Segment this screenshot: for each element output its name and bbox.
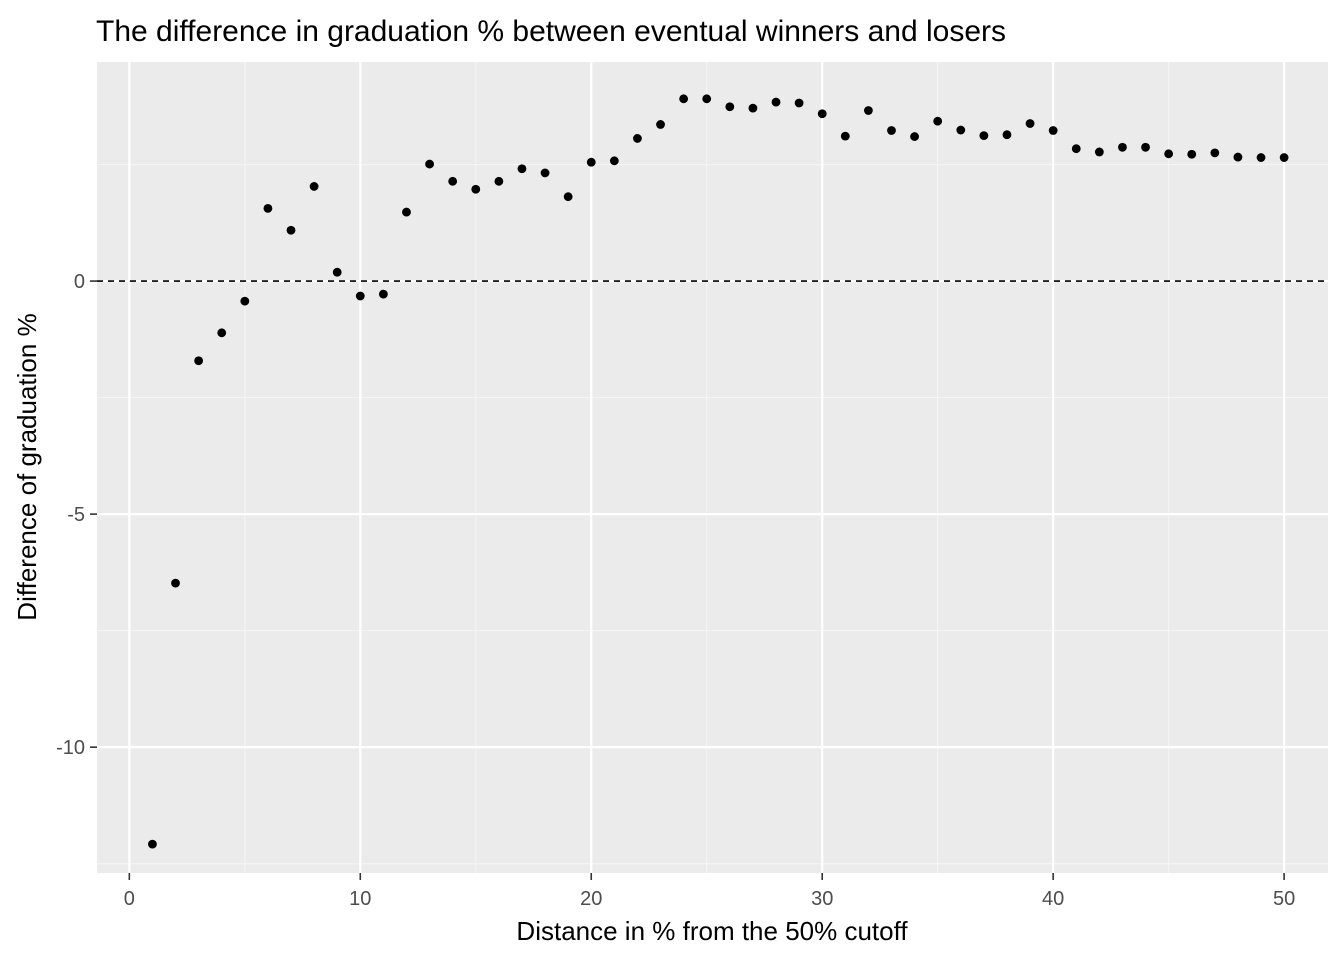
x-tick-label: 0	[124, 888, 135, 910]
data-point	[887, 126, 896, 135]
data-point	[956, 125, 966, 135]
data-point	[517, 164, 527, 174]
x-axis-title: Distance in % from the 50% cutoff	[516, 916, 908, 946]
x-tick-label: 10	[349, 888, 371, 910]
x-axis-ticks: 0 10 20 30 40 50	[124, 873, 1295, 910]
y-axis-ticks: -10 -5 0	[56, 271, 97, 759]
data-point	[448, 176, 458, 186]
data-point	[494, 176, 504, 186]
minor-gridlines	[97, 62, 1328, 873]
data-points	[148, 94, 1289, 849]
y-tick-label: -5	[67, 504, 85, 526]
data-point	[910, 132, 919, 141]
x-tick-label: 40	[1042, 888, 1064, 910]
data-point	[979, 131, 989, 141]
data-point	[332, 267, 342, 277]
y-tick-label: -10	[56, 737, 85, 759]
data-point	[1164, 149, 1174, 159]
data-point	[217, 328, 227, 338]
data-point	[309, 182, 319, 191]
x-tick-label: 50	[1273, 888, 1295, 910]
data-point	[540, 168, 550, 178]
data-point	[1071, 144, 1081, 154]
chart-title: The difference in graduation % between e…	[96, 15, 1006, 48]
data-point	[817, 109, 827, 119]
data-point	[402, 207, 411, 217]
data-point	[609, 156, 619, 166]
data-point	[1118, 142, 1127, 152]
data-point	[286, 225, 296, 235]
data-point	[240, 296, 250, 306]
data-point	[1256, 153, 1266, 162]
data-point	[656, 120, 665, 129]
data-point	[471, 184, 481, 194]
data-point	[148, 839, 157, 849]
plot-panel	[97, 62, 1328, 873]
data-point	[1279, 153, 1289, 162]
data-point	[563, 192, 573, 202]
data-point	[1141, 142, 1150, 152]
data-point	[1233, 152, 1243, 162]
data-point	[794, 98, 804, 108]
x-tick-label: 20	[580, 888, 602, 910]
data-point	[425, 159, 434, 169]
y-axis-title: Difference of graduation %	[12, 313, 42, 620]
data-point	[771, 97, 781, 107]
data-point	[1210, 148, 1220, 158]
data-point	[748, 103, 758, 113]
data-point	[933, 116, 943, 126]
data-point	[1187, 149, 1197, 159]
data-point	[633, 134, 642, 143]
data-point	[1094, 147, 1104, 157]
data-point	[378, 289, 388, 299]
data-point	[863, 106, 873, 115]
data-point	[1025, 119, 1035, 128]
data-point	[355, 291, 365, 301]
data-point	[586, 157, 596, 167]
data-point	[1002, 130, 1012, 140]
data-point	[263, 203, 273, 213]
major-gridlines	[97, 62, 1328, 873]
data-point	[679, 94, 689, 104]
data-point	[702, 94, 712, 104]
data-point	[194, 356, 204, 366]
data-point	[1048, 126, 1058, 135]
data-point	[725, 102, 735, 112]
data-point	[840, 131, 850, 141]
data-point	[171, 578, 180, 588]
y-tick-label: 0	[74, 271, 85, 293]
x-tick-label: 30	[811, 888, 833, 910]
